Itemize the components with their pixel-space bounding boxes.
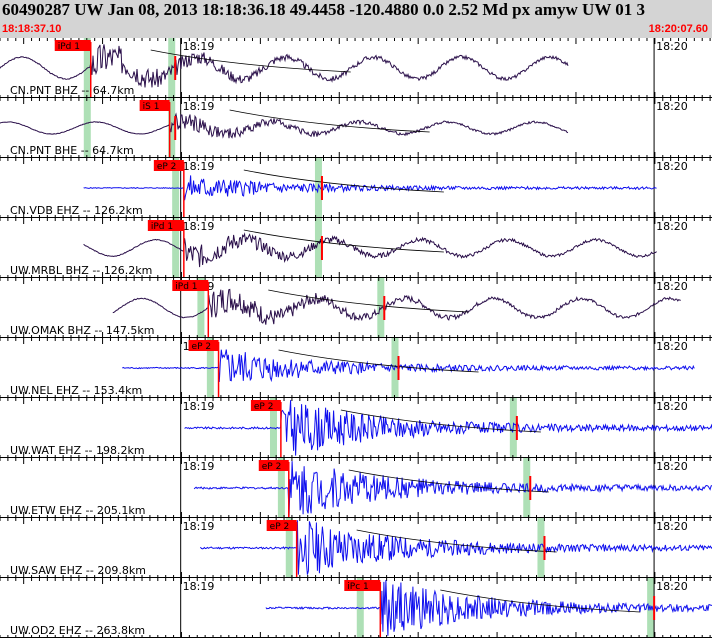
pick-flag <box>147 220 184 231</box>
pick-label: eP 2 <box>157 162 177 172</box>
minute-label: 18:20 <box>656 580 688 593</box>
coda-curve <box>268 289 469 313</box>
trace-row: 18:19 18:20 eP 2 UW.SAW EHZ -- 209.8km <box>0 518 712 578</box>
trace-row: 18:19 18:20 eP 2 UW.WAT EHZ -- 198.2km <box>0 398 712 458</box>
minute-label: 18:19 <box>183 220 215 233</box>
waveform-trace <box>184 400 712 456</box>
minute-label: 18:19 <box>183 100 215 113</box>
event-title: 60490287 UW Jan 08, 2013 18:18:36.18 49.… <box>2 0 646 19</box>
minute-label: 18:20 <box>656 40 688 53</box>
trace-row: 18:19 18:20 iPd 1 CN.PNT BHZ -- 64.7km <box>0 38 712 98</box>
minute-label: 18:20 <box>656 460 688 473</box>
pick-flag <box>172 280 209 291</box>
station-label: UW.SAW EHZ -- 209.8km <box>10 564 146 577</box>
waveform-trace <box>112 288 681 325</box>
pick-label: iPd 1 <box>175 282 197 292</box>
minute-label: 18:20 <box>656 280 688 293</box>
station-label: UW.WAT EHZ -- 198.2km <box>10 444 145 457</box>
coda-curve <box>356 529 557 553</box>
pick-label: eP 2 <box>254 402 274 412</box>
waveform-trace <box>265 579 712 636</box>
coda-end-marker <box>314 218 322 278</box>
coda-curve <box>340 409 541 433</box>
pick-label: iPd 1 <box>58 42 80 52</box>
pick-flag <box>54 40 91 51</box>
station-label: CN.PNT BHZ -- 64.7km <box>10 84 134 97</box>
coda-end-marker <box>523 458 531 518</box>
window-end-time: 18:20:07.60 <box>648 23 708 35</box>
waveform-trace <box>83 175 657 201</box>
station-label: CN.PNT BHE -- 64.7km <box>10 144 134 157</box>
pick-flag <box>344 580 381 591</box>
trace-row: 18:19 18:20 eP 2 CN.VDB EHZ -- 126.2km <box>0 158 712 218</box>
waveform-trace <box>200 520 712 575</box>
pick-label: iS 1 <box>143 102 160 112</box>
coda-curve <box>150 49 351 73</box>
coda-end-marker <box>377 278 385 338</box>
coda-start-marker <box>197 278 205 338</box>
minute-label: 18:20 <box>656 340 688 353</box>
minute-label: 18:20 <box>656 100 688 113</box>
coda-start-marker <box>172 218 180 278</box>
pick-label: eP 2 <box>192 342 212 352</box>
coda-curve <box>440 589 641 613</box>
station-label: CN.VDB EHZ -- 126.2km <box>10 204 143 217</box>
station-label: UW.OMAK BHZ -- 147.5km <box>10 324 154 337</box>
minute-label: 18:19 <box>183 400 215 413</box>
trace-row: 18:19 18:20 iPc 1 UW.OD2 EHZ -- 263.8km <box>0 578 712 638</box>
pick-flag <box>153 160 184 171</box>
minute-label: 18:19 <box>183 520 215 533</box>
station-label: UW.MRBL BHZ -- 126.2km <box>10 264 152 277</box>
coda-curve <box>243 169 444 193</box>
coda-curve <box>278 349 479 373</box>
waveform-trace <box>83 232 657 268</box>
minute-label: 18:20 <box>656 520 688 533</box>
waveform-trace <box>0 44 569 88</box>
minute-label: 18:19 <box>183 460 215 473</box>
station-label: UW.OD2 EHZ -- 263.8km <box>10 624 145 637</box>
pick-flag <box>258 460 289 471</box>
waveform-trace <box>122 349 695 383</box>
window-start-time: 18:18:37.10 <box>2 23 62 35</box>
minute-label: 18:19 <box>183 580 215 593</box>
waveform-trace <box>0 112 569 139</box>
pick-flag <box>188 340 219 351</box>
coda-curve <box>229 109 430 133</box>
pick-label: iPd 1 <box>151 222 173 232</box>
station-label: UW.NEL EHZ -- 153.4km <box>10 384 142 397</box>
minute-label: 18:19 <box>183 40 215 53</box>
coda-curve <box>348 469 549 493</box>
pick-label: eP 2 <box>262 462 282 472</box>
pick-flag <box>250 400 281 411</box>
trace-row: 18:19 18:20 iS 1 CN.PNT BHE -- 64.7km <box>0 98 712 158</box>
station-label: UW.ETW EHZ -- 205.1km <box>10 504 145 517</box>
minute-label: 18:20 <box>656 160 688 173</box>
coda-curve <box>243 229 444 253</box>
pick-flag <box>266 520 297 531</box>
trace-row: 18:19 18:20 iPd 1 UW.MRBL BHZ -- 126.2km <box>0 218 712 278</box>
minute-label: 18:20 <box>656 220 688 233</box>
minute-label: 18:20 <box>656 400 688 413</box>
coda-end-marker <box>537 518 545 578</box>
pick-label: iPc 1 <box>347 582 368 592</box>
trace-row: 18:19 18:20 eP 2 UW.ETW EHZ -- 205.1km <box>0 458 712 518</box>
coda-start-marker <box>83 98 91 158</box>
event-header: 60490287 UW Jan 08, 2013 18:18:36.18 49.… <box>0 0 712 38</box>
pick-label: eP 2 <box>270 522 290 532</box>
pick-flag <box>139 100 170 111</box>
minute-label: 18:19 <box>183 160 215 173</box>
